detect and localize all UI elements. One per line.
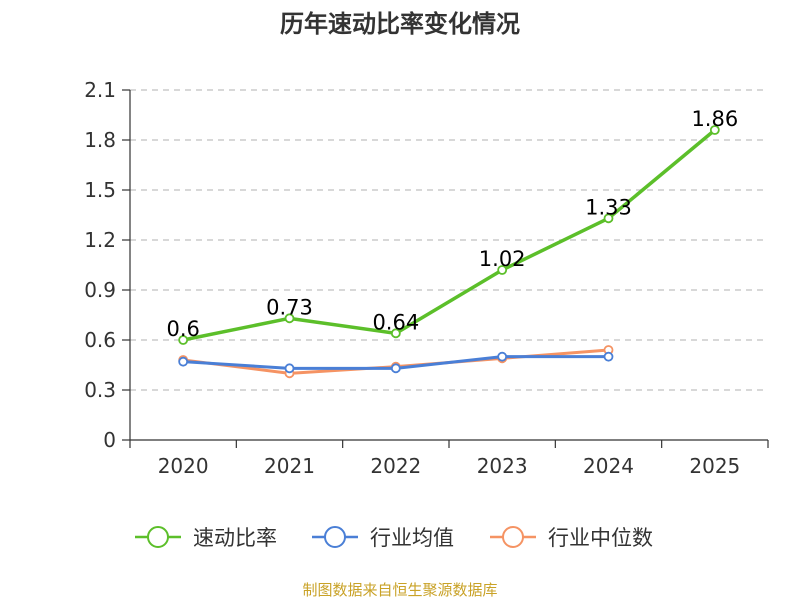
data-point [178, 335, 189, 345]
y-tick-label: 0.6 [84, 328, 116, 352]
x-tick-label: 2024 [583, 454, 634, 478]
legend-item[interactable]: 行业中位数 [490, 526, 653, 550]
legend[interactable]: 速动比率 行业均值 行业中位数 [135, 526, 653, 550]
legend-marker [147, 526, 169, 548]
data-point [284, 313, 295, 324]
y-tick-label: 1.5 [84, 178, 116, 202]
legend-marker [324, 526, 346, 548]
gridlines [130, 89, 768, 391]
data-label: 1.33 [585, 195, 632, 219]
legend-label: 行业均值 [370, 526, 454, 550]
data-label: 1.02 [479, 247, 526, 271]
legend-item[interactable]: 行业均值 [312, 526, 454, 550]
data-point [603, 213, 614, 224]
series-line [182, 128, 716, 342]
y-tick-label: 2.1 [84, 78, 116, 102]
y-tick-label: 1.2 [84, 228, 116, 252]
data-point [709, 125, 720, 135]
data-label: 1.86 [691, 107, 738, 131]
y-tick-label: 1.8 [84, 128, 116, 152]
legend-label: 行业中位数 [548, 526, 653, 550]
x-tick-label: 2022 [370, 454, 421, 478]
legend-label: 速动比率 [193, 526, 277, 550]
data-point [603, 351, 614, 362]
source-note: 制图数据来自恒生聚源数据库 [302, 581, 497, 599]
y-tick-label: 0.9 [84, 278, 116, 302]
legend-item[interactable]: 速动比率 [135, 526, 277, 550]
data-label: 0.6 [166, 317, 199, 341]
data-label: 0.73 [266, 295, 313, 319]
x-tick-label: 2021 [264, 454, 315, 478]
x-tick-label: 2020 [158, 454, 209, 478]
data-labels: 0.6 0.73 0.64 1.02 1.33 1.86 [166, 107, 738, 341]
x-tick-label: 2023 [477, 454, 528, 478]
legend-marker [502, 526, 524, 548]
data-point [284, 363, 295, 374]
data-point [497, 351, 508, 362]
chart-title: 历年速动比率变化情况 [280, 10, 520, 38]
axes: 0 0.3 0.6 0.9 1.2 1.5 1.8 2.1 2020 2021 2022 2023 20… [84, 78, 769, 478]
data-point [390, 328, 401, 339]
data-label: 0.64 [372, 310, 419, 334]
y-tick-label: 0.3 [84, 378, 116, 402]
data-point [390, 363, 401, 374]
data-point [178, 356, 189, 367]
series-layer [178, 125, 720, 379]
x-tick-label: 2025 [689, 454, 740, 478]
data-point [497, 265, 508, 275]
y-tick-label: 0 [103, 428, 116, 452]
